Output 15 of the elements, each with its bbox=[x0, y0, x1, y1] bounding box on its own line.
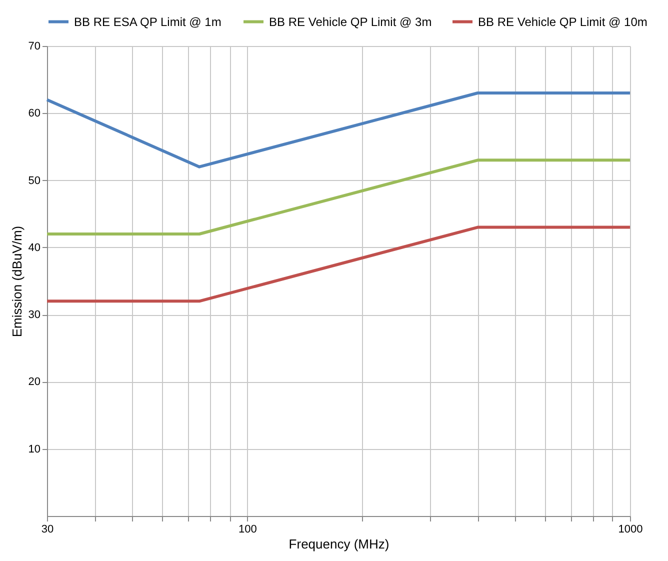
y-tick-label: 40 bbox=[28, 242, 40, 254]
y-tick-label: 30 bbox=[28, 309, 40, 322]
legend-label: BB RE Vehicle QP Limit @ 10m bbox=[478, 14, 648, 29]
x-tick-label: 100 bbox=[238, 524, 257, 536]
legend-label: BB RE ESA QP Limit @ 1m bbox=[74, 14, 222, 29]
y-tick-label: 60 bbox=[28, 108, 40, 120]
x-tick-label: 30 bbox=[41, 524, 54, 536]
y-axis-title: Emission (dBuV/m) bbox=[9, 226, 24, 338]
x-axis-title: Frequency (MHz) bbox=[288, 536, 390, 552]
y-tick-label: 20 bbox=[28, 376, 40, 388]
x-tick-label: 1000 bbox=[618, 524, 643, 536]
y-tick-label: 70 bbox=[28, 40, 40, 52]
legend-label: BB RE Vehicle QP Limit @ 3m bbox=[269, 14, 432, 29]
y-tick-label: 50 bbox=[28, 174, 40, 187]
y-tick-label: 10 bbox=[28, 443, 40, 456]
